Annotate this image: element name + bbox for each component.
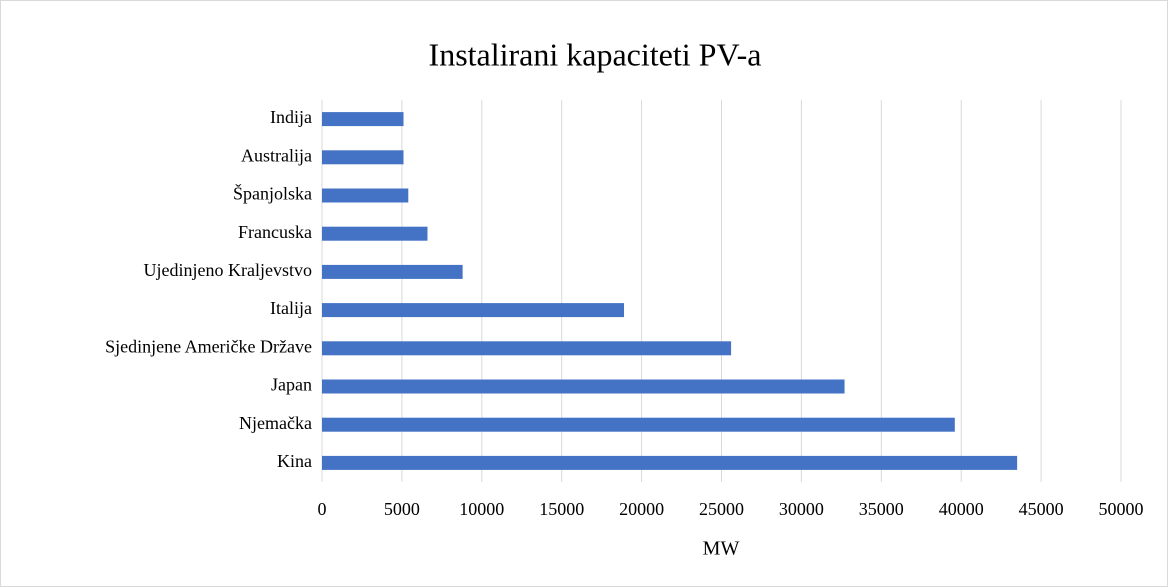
bar (322, 112, 404, 127)
x-tick-label: 10000 (459, 499, 504, 519)
x-axis-title: MW (703, 538, 740, 560)
x-tick-label: 0 (318, 499, 327, 519)
bar (322, 150, 404, 165)
x-tick-label: 45000 (1019, 499, 1064, 519)
y-tick-label: Sjedinjene Američke Države (105, 336, 312, 356)
x-tick-label: 15000 (539, 499, 584, 519)
x-tick-label: 30000 (779, 499, 824, 519)
y-tick-label: Španjolska (233, 183, 312, 204)
x-tick-label: 25000 (699, 499, 744, 519)
y-tick-label: Australija (241, 145, 312, 165)
bar (322, 264, 463, 279)
y-tick-label: Japan (271, 375, 312, 395)
bar (322, 226, 428, 241)
x-tick-label: 40000 (939, 499, 984, 519)
bar (322, 341, 732, 356)
x-tick-label: 20000 (619, 499, 664, 519)
chart-title: Instalirani kapaciteti PV-a (429, 36, 762, 72)
bar (322, 417, 955, 432)
y-tick-label: Italija (270, 298, 312, 318)
y-tick-label: Njemačka (239, 413, 312, 433)
y-tick-label: Francuska (238, 222, 312, 242)
bar (322, 455, 1018, 470)
bar (322, 303, 625, 318)
bar (322, 379, 845, 394)
y-tick-label: Indija (270, 107, 312, 127)
y-tick-label: Ujedinjeno Kraljevstvo (144, 260, 312, 280)
x-tick-label: 35000 (859, 499, 904, 519)
y-tick-label: Kina (277, 451, 312, 471)
x-tick-label: 5000 (384, 499, 420, 519)
bar (322, 188, 409, 203)
x-tick-label: 50000 (1099, 499, 1144, 519)
